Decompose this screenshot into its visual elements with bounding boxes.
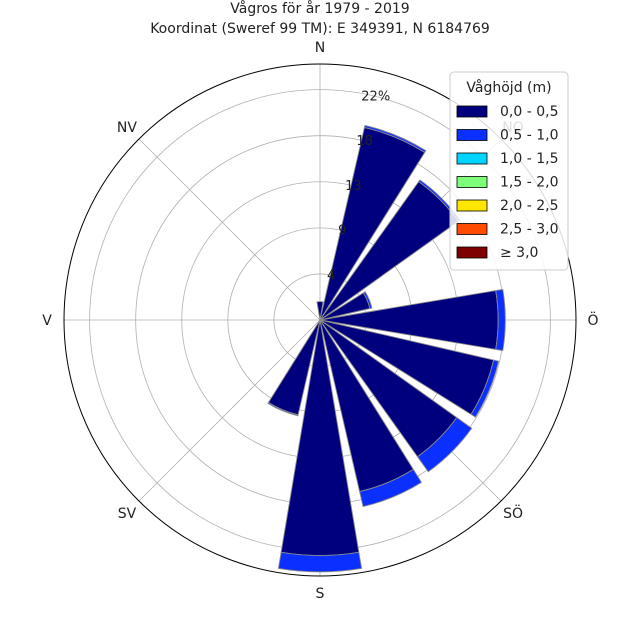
legend-entry: 0,5 - 1,0	[500, 128, 558, 144]
legend-entry: 1,5 - 2,0	[500, 175, 558, 191]
rose-bar-segment	[495, 288, 506, 352]
legend-entry: 2,5 - 3,0	[500, 222, 558, 238]
rose-bar-segment	[416, 416, 473, 473]
chart-subtitle: Koordinat (Sweref 99 TM): E 349391, N 61…	[150, 21, 490, 37]
legend-entry: ≥ 3,0	[500, 245, 538, 261]
legend-swatch	[456, 176, 488, 188]
chart-title: Vågros för år 1979 - 2019	[230, 0, 409, 17]
direction-label: V	[42, 313, 52, 329]
ring-label: 13	[345, 179, 362, 194]
direction-label: NV	[117, 120, 137, 136]
legend-swatch	[456, 246, 488, 259]
ring-label: 18	[356, 134, 373, 149]
rose-bar-segment	[470, 359, 500, 418]
legend-swatch	[456, 105, 488, 118]
direction-label: SV	[118, 506, 137, 522]
rose-bar-segment	[316, 301, 324, 321]
ring-label: 4	[327, 268, 335, 283]
legend-entry: 0,0 - 0,5	[500, 104, 558, 120]
legend-entry: 1,0 - 1,5	[500, 151, 558, 167]
legend-entry: 2,0 - 2,5	[500, 198, 558, 214]
ring-label: 9	[338, 224, 346, 239]
legend-title: Våghöjd (m)	[466, 79, 551, 96]
rose-bar-segment	[267, 401, 299, 417]
direction-label: N	[315, 40, 325, 56]
rose-bar-segment	[359, 468, 423, 508]
rose-bar-segment	[362, 291, 373, 310]
ring-label: 22%	[361, 89, 390, 104]
direction-label: Ö	[587, 311, 598, 329]
direction-label: S	[316, 586, 325, 602]
grid-spoke	[138, 319, 321, 502]
rose-bar-segment	[363, 124, 427, 154]
outer-circle	[63, 63, 577, 577]
legend: Våghöjd (m) 0,0 - 0,5 0,5 - 1,0 1,0 - 1,5 1,…	[449, 71, 569, 271]
legend-swatch	[456, 199, 488, 212]
rose-bar-segment	[277, 551, 363, 573]
legend-box	[449, 71, 569, 271]
legend-swatch	[456, 223, 488, 235]
legend-swatch	[456, 129, 488, 141]
grid-spoke	[138, 138, 321, 321]
direction-label: SÖ	[503, 504, 523, 522]
ring-labels: 4 9 13 18 22%	[327, 89, 390, 283]
legend-swatch	[456, 152, 488, 165]
rose-bars	[267, 124, 506, 573]
